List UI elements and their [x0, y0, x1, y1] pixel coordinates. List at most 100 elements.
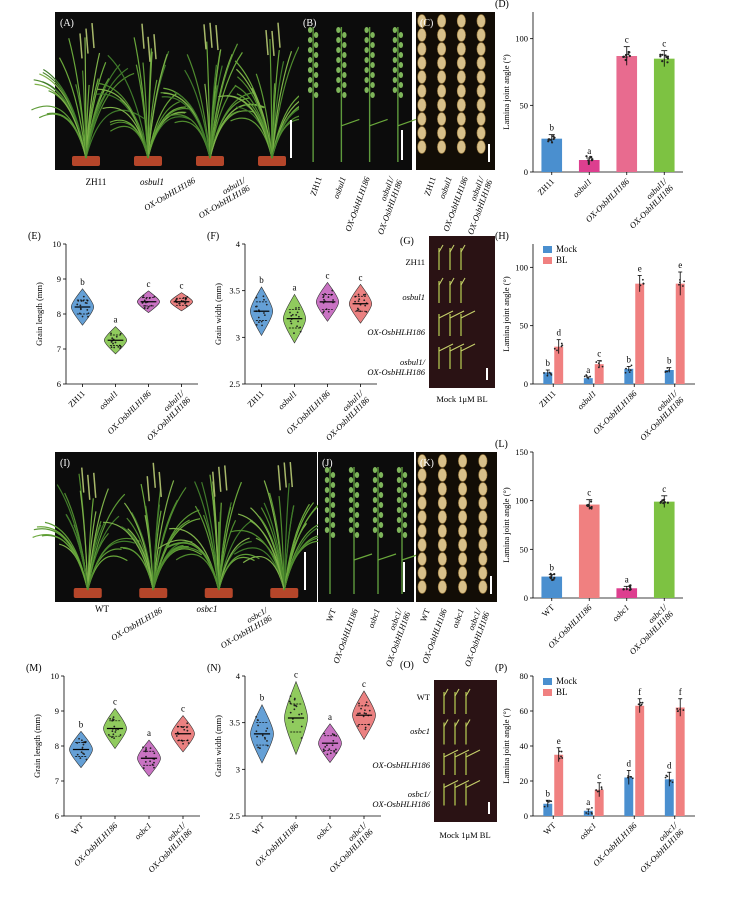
spikelet: [324, 507, 330, 513]
spikelet: [370, 82, 375, 88]
grain: [476, 84, 486, 98]
legend-swatch-bl: [543, 257, 552, 264]
category-label: osbc1: [450, 607, 466, 629]
spikelet: [402, 482, 408, 488]
data-point: [119, 345, 122, 348]
category-label: WT: [540, 602, 557, 619]
legend-label-mock: Mock: [556, 244, 577, 254]
grain: [437, 140, 447, 154]
grain: [417, 42, 427, 56]
pot: [270, 588, 299, 598]
data-point: [659, 55, 662, 58]
panel-label-G: (G): [400, 236, 414, 247]
spikelet: [402, 492, 408, 498]
category-label: osbul1: [437, 175, 454, 200]
data-point: [362, 293, 365, 296]
data-point: [289, 695, 292, 698]
data-point: [144, 750, 147, 753]
y-tick-label: 0: [524, 167, 528, 177]
spikelet: [307, 27, 313, 33]
lamina: [449, 343, 465, 352]
data-point: [289, 702, 292, 704]
spikelet: [364, 67, 369, 73]
data-point: [289, 311, 291, 314]
leaf: [147, 53, 168, 159]
spikelet: [364, 47, 369, 53]
leaf: [152, 504, 161, 591]
grain: [417, 482, 427, 496]
data-point: [111, 719, 114, 722]
significance-letter: b: [546, 358, 551, 368]
grain: [458, 538, 468, 552]
data-point: [334, 748, 337, 751]
chart-M: 6 7 8 9 10 Grain length (mm) b c a c (M): [26, 663, 200, 821]
spikelet: [364, 77, 369, 83]
lamina: [460, 277, 466, 286]
significance-letter: a: [147, 728, 151, 738]
leaf: [260, 507, 285, 591]
data-point: [335, 752, 338, 754]
grain: [437, 70, 447, 84]
row-label: osbc1: [410, 726, 430, 736]
spikelet: [330, 502, 336, 508]
spikelet: [398, 82, 404, 88]
grain: [437, 482, 447, 496]
y-tick-label: 3.5: [229, 718, 240, 728]
data-point: [631, 777, 634, 780]
data-point: [357, 300, 360, 303]
data-point: [107, 734, 110, 736]
data-point: [668, 369, 671, 372]
legend-label-bl: BL: [556, 687, 568, 697]
data-point: [85, 758, 88, 761]
y-tick-label: 100: [515, 496, 528, 506]
data-point: [597, 366, 600, 369]
data-point: [662, 502, 665, 505]
category-label: ZH11: [308, 175, 324, 197]
y-axis-label: Grain length (mm): [32, 714, 42, 778]
spikelet: [342, 32, 347, 38]
spikelet: [324, 477, 330, 483]
data-point: [153, 752, 156, 755]
spikelet: [330, 522, 336, 528]
svg-text:ZH11: ZH11: [537, 388, 558, 409]
data-point: [113, 737, 116, 739]
leaf: [209, 43, 239, 159]
grain: [417, 510, 427, 524]
grain: [478, 496, 488, 510]
data-point: [86, 309, 89, 311]
spikelet: [396, 507, 402, 513]
data-point: [625, 56, 628, 59]
significance-letter: c: [359, 272, 363, 282]
significance-letter: b: [79, 719, 84, 729]
y-tick-label: 3: [236, 332, 240, 342]
leaf: [147, 106, 186, 159]
leaf: [68, 38, 87, 159]
spikelet: [348, 517, 354, 523]
leaf: [96, 82, 149, 159]
data-point: [288, 700, 291, 703]
spikelet: [313, 32, 319, 38]
svg-text:osbul1: osbul1: [437, 175, 454, 200]
data-point: [82, 752, 84, 755]
data-point: [79, 304, 82, 307]
data-point: [360, 707, 362, 710]
leaf: [85, 52, 101, 159]
spikelet: [330, 482, 336, 488]
spikelet: [396, 517, 402, 523]
grain: [437, 552, 447, 566]
data-point: [255, 323, 258, 326]
spikelet: [307, 77, 313, 83]
row-label: OX-OsbHLH186: [372, 799, 430, 809]
lamina: [454, 719, 460, 727]
data-point: [175, 735, 178, 737]
row-label: osbc1/: [408, 789, 432, 799]
data-point: [547, 801, 550, 803]
data-point: [664, 776, 667, 779]
spikelet: [364, 57, 369, 63]
spikelet: [364, 27, 369, 33]
pot: [196, 156, 224, 166]
grain-photo-C: [416, 12, 495, 170]
category-label: osbc1: [313, 820, 334, 841]
grain: [417, 98, 427, 112]
